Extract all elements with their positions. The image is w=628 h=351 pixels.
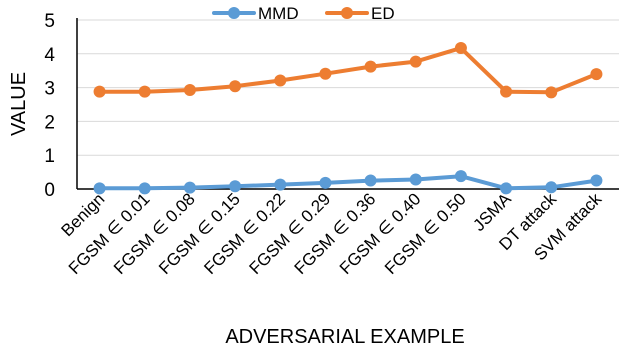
data-point-mmd: [500, 182, 513, 195]
x-tick-label: FGSM ∈ 0.50: [381, 189, 470, 278]
legend-label-ed: ED: [371, 4, 395, 23]
data-point-ed: [454, 42, 467, 55]
data-point-mmd: [364, 174, 377, 187]
data-point-ed: [590, 68, 603, 81]
data-point-ed: [545, 86, 558, 99]
axes: [76, 18, 619, 190]
series-line-mmd: [97, 174, 599, 191]
data-point-mmd: [274, 178, 287, 191]
data-point-ed: [93, 85, 106, 98]
data-point-ed: [364, 60, 377, 73]
y-tick-label: 4: [44, 45, 55, 66]
data-point-ed: [319, 67, 332, 80]
data-point-mmd: [545, 181, 558, 194]
series: [93, 42, 603, 195]
data-point-mmd: [138, 182, 151, 195]
data-point-ed: [409, 55, 422, 68]
series-line-ed: [97, 46, 599, 95]
data-point-ed: [274, 74, 287, 87]
y-tick-labels: 0 1 2 3 4 5: [44, 11, 55, 201]
data-point-mmd: [319, 176, 332, 189]
data-point-ed: [229, 80, 242, 93]
data-point-ed: [138, 85, 151, 98]
data-point-mmd: [93, 182, 106, 195]
data-point-ed: [500, 85, 513, 98]
legend-marker-mmd: [228, 7, 240, 19]
data-point-ed: [183, 83, 196, 96]
data-point-mmd: [409, 173, 422, 186]
data-point-mmd: [229, 180, 242, 193]
x-axis-title: ADVERSARIAL EXAMPLE: [225, 326, 464, 348]
legend: MMD ED: [212, 4, 395, 23]
data-point-mmd: [590, 174, 603, 187]
gridlines: [77, 19, 619, 156]
legend-marker-ed: [341, 7, 353, 19]
y-tick-label: 1: [44, 146, 55, 167]
y-axis-title: VALUE: [8, 72, 30, 136]
data-point-mmd: [183, 181, 196, 194]
y-tick-label: 3: [44, 79, 55, 100]
legend-label-mmd: MMD: [258, 4, 299, 23]
y-tick-label: 5: [44, 11, 55, 32]
data-point-mmd: [454, 170, 467, 183]
y-tick-label: 0: [44, 180, 55, 201]
y-tick-label: 2: [44, 112, 55, 133]
